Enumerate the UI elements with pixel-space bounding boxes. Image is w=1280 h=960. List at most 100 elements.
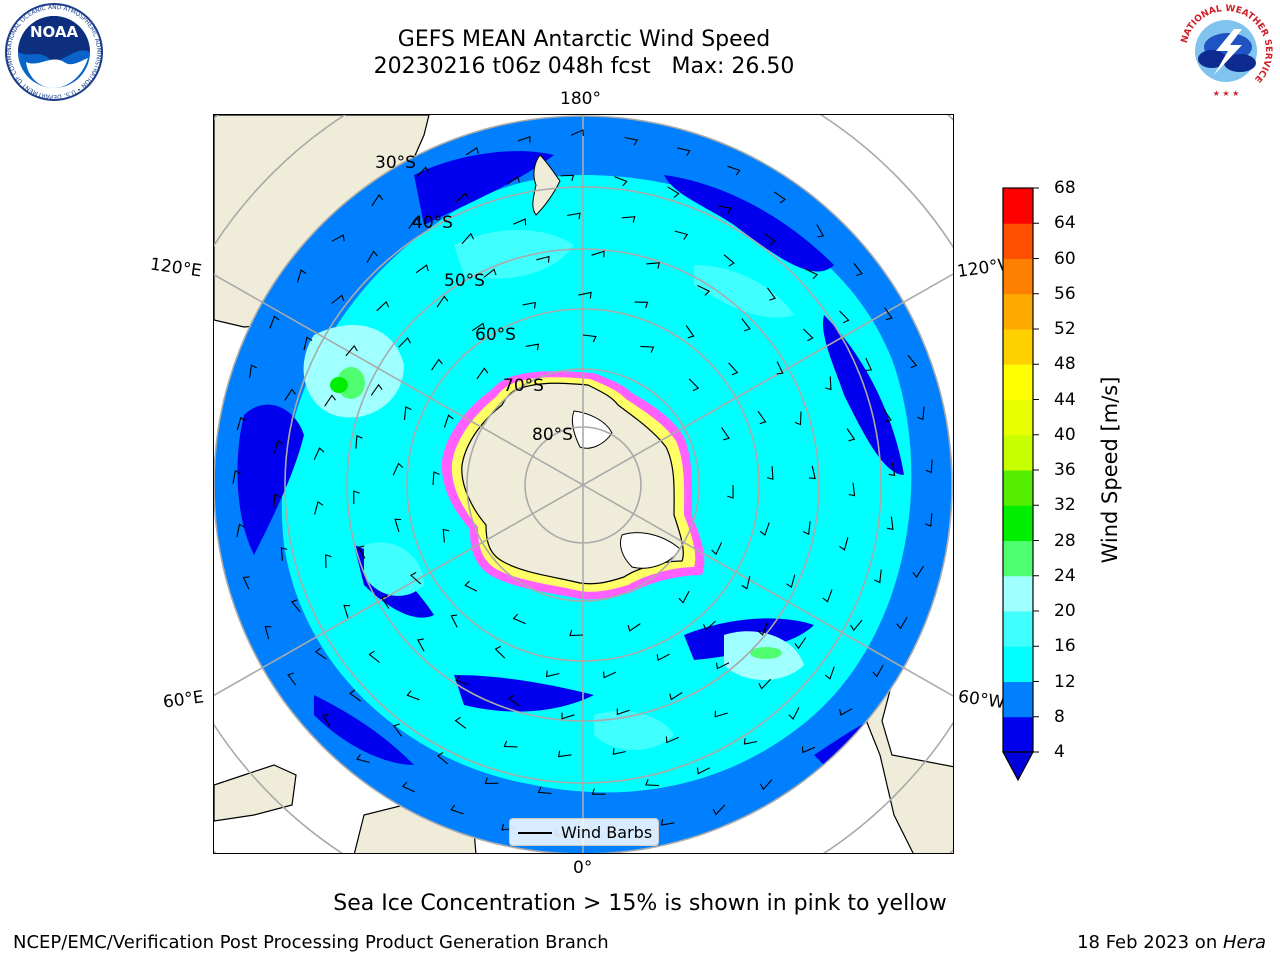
wind-barb	[314, 501, 324, 515]
wind-barb	[380, 595, 390, 609]
wind-barb	[376, 300, 390, 312]
wind-barb	[353, 490, 360, 505]
wind-barb	[917, 406, 925, 421]
wind-barb	[443, 414, 454, 428]
wind-barb	[760, 779, 773, 791]
map-title: GEFS MEAN Antarctic Wind Speed	[397, 27, 771, 52]
colorbar-segment	[1003, 188, 1033, 224]
colorbar-segment	[1003, 470, 1033, 506]
wind-barb	[561, 712, 575, 720]
wind-barb	[788, 707, 800, 720]
wind-barb	[674, 230, 689, 240]
wind-barb	[774, 191, 786, 204]
colorbar-segment	[1003, 223, 1033, 259]
wind-barb	[714, 710, 728, 718]
wind-barb	[839, 537, 849, 551]
wind-barb	[280, 547, 288, 561]
wind-barb	[560, 174, 575, 182]
wind-barb	[824, 666, 835, 680]
lon-label-0: 0°	[573, 858, 593, 878]
wind-barb	[370, 383, 383, 396]
wind-barb	[824, 376, 832, 391]
wind-barb	[757, 622, 768, 636]
wind-barb	[442, 528, 450, 543]
wind-barb	[667, 186, 680, 198]
wind-barb	[287, 672, 297, 686]
wind-barb	[537, 786, 552, 794]
wind-barb	[356, 753, 370, 764]
wind-barb	[476, 367, 489, 380]
wind-barb	[393, 723, 402, 737]
lat-label-70s: 70°S	[503, 376, 544, 396]
wind-barb	[436, 752, 449, 765]
colorbar-segment	[1003, 434, 1033, 471]
wind-barb	[455, 192, 469, 203]
wind-barb	[676, 147, 691, 157]
wind-barb	[665, 736, 680, 744]
wind-barb	[436, 295, 449, 308]
wind-barb	[249, 364, 257, 379]
colorbar-tick-label: 12	[1054, 671, 1076, 692]
map-canvas	[214, 115, 953, 853]
colorbar-tick-label: 16	[1054, 636, 1076, 657]
wind-barb	[450, 614, 458, 628]
wind-barb	[865, 357, 873, 372]
wind-barb	[465, 147, 479, 156]
wind-barb	[883, 408, 892, 423]
wind-barb	[545, 670, 560, 678]
colorbar-segment	[1003, 258, 1033, 295]
wind-barb	[896, 616, 908, 630]
wind-barb	[612, 748, 627, 755]
wind-barb	[232, 469, 241, 484]
colorbar-tick-label: 36	[1054, 460, 1076, 480]
wind-barb	[525, 343, 540, 351]
legend-label: Wind Barbs	[561, 823, 653, 842]
colorbar-tick-label: 24	[1054, 565, 1076, 586]
wind-barb	[313, 447, 325, 461]
lat-label-80s: 80°S	[532, 425, 573, 445]
wind-barb	[669, 692, 683, 701]
wind-barb	[718, 205, 732, 214]
wind-barb	[872, 664, 884, 678]
lat-label-30s: 30°S	[375, 153, 416, 173]
lat-label-60s: 60°S	[475, 325, 516, 345]
wind-barb	[912, 565, 924, 579]
wind-barb	[634, 301, 649, 309]
wind-barb	[349, 689, 361, 702]
polar-map	[213, 114, 954, 854]
wind-barb	[764, 233, 777, 246]
wind-barb	[624, 136, 639, 146]
svg-text:★ ★ ★: ★ ★ ★	[1213, 89, 1240, 98]
wind-barb	[401, 781, 415, 793]
credit-host: Hera	[1222, 932, 1266, 953]
wind-barb	[368, 650, 380, 663]
wind-barb	[483, 268, 497, 278]
wind-barb	[290, 599, 301, 613]
map-legend: Wind Barbs	[509, 818, 659, 846]
wind-barb	[494, 645, 506, 659]
wind-barb	[471, 322, 486, 332]
wind-barb	[822, 589, 833, 603]
colorbar-label: Wind Speed [m/s]	[1098, 376, 1122, 564]
wind-barb	[484, 777, 499, 785]
sea-ice-caption: Sea Ice Concentration > 15% is shown in …	[333, 891, 947, 916]
wind-barb	[757, 410, 767, 425]
wind-barb	[886, 516, 894, 531]
wind-barb	[646, 262, 661, 269]
wind-barbs	[232, 129, 933, 840]
wind-barb	[696, 767, 711, 775]
wind-barb	[517, 136, 531, 143]
wind-barb	[416, 166, 430, 178]
colorbar-tick-label: 20	[1054, 601, 1076, 621]
colorbar-segment	[1003, 716, 1033, 753]
wind-barb	[616, 708, 630, 716]
graticule	[214, 115, 953, 853]
lon-label-120e: 120°E	[148, 254, 203, 282]
colorbar-segment	[1003, 575, 1033, 612]
wind-barb	[273, 493, 281, 508]
wind-barb	[398, 337, 411, 348]
wind-barb	[242, 576, 250, 590]
wind-barb	[786, 574, 796, 588]
noaa-logo: NATIONAL OCEANIC AND ATMOSPHERIC ADMINIS…	[4, 2, 103, 101]
wind-barb	[874, 569, 882, 584]
